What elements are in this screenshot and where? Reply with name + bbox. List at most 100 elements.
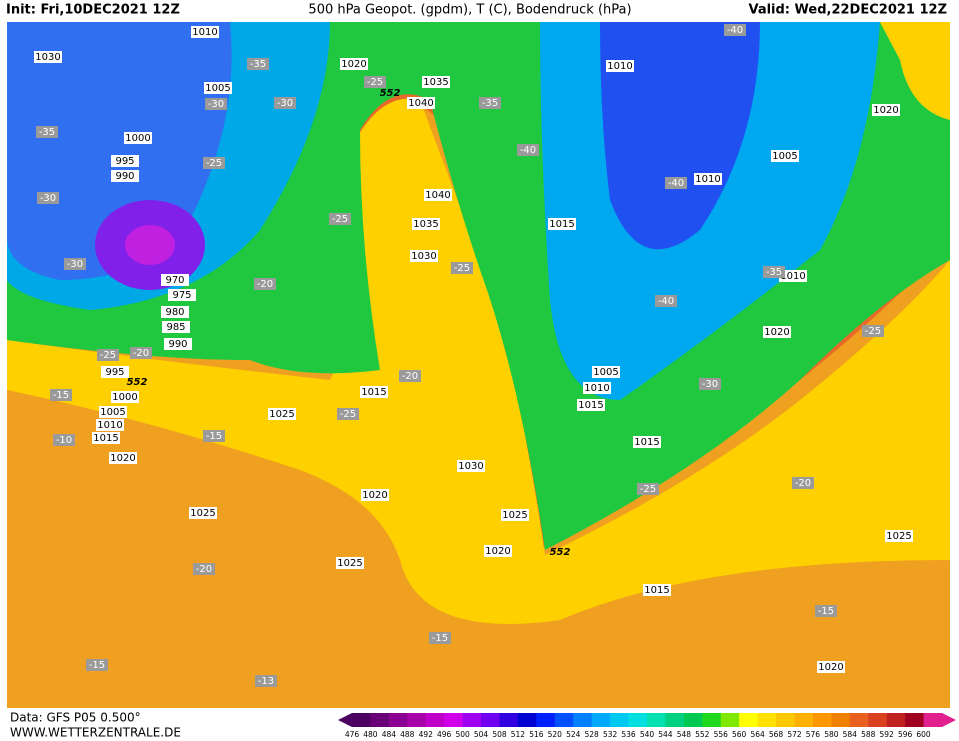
temperature-label-box bbox=[517, 144, 539, 156]
colorbar-swatch bbox=[628, 713, 648, 727]
colorbar-label: 576 bbox=[806, 730, 821, 739]
isobar-label-box bbox=[161, 306, 189, 318]
temperature-label-box bbox=[763, 266, 785, 278]
colorbar-swatch bbox=[868, 713, 888, 727]
isobar-label: 1015 bbox=[549, 219, 574, 230]
temperature-label-box bbox=[193, 563, 215, 575]
temperature-label: -25 bbox=[640, 484, 656, 495]
colorbar-label: 544 bbox=[658, 730, 673, 739]
isobar-label-box bbox=[606, 60, 634, 72]
temperature-label: -25 bbox=[340, 409, 356, 420]
colorbar-label: 508 bbox=[492, 730, 507, 739]
isobar-label: 1015 bbox=[644, 585, 669, 596]
isobar-label: 1025 bbox=[337, 558, 362, 569]
temperature-label-box bbox=[97, 349, 119, 361]
temperature-label: -15 bbox=[53, 390, 69, 401]
isobar-label-box bbox=[771, 150, 799, 162]
isobar-label-box bbox=[111, 391, 139, 403]
colorbar-swatch bbox=[407, 713, 427, 727]
colorbar-swatch bbox=[757, 713, 777, 727]
temperature-label: -25 bbox=[367, 77, 383, 88]
isobar-label-box bbox=[592, 366, 620, 378]
temperature-label-box bbox=[36, 126, 58, 138]
isobar-label-box bbox=[361, 489, 389, 501]
isobar-label: 1000 bbox=[125, 133, 150, 144]
isobar-label: 985 bbox=[166, 322, 185, 333]
isobar-label: 1010 bbox=[192, 27, 217, 38]
colorbar-swatch bbox=[665, 713, 685, 727]
isobar-label: 1020 bbox=[873, 105, 898, 116]
isobar-label: 1015 bbox=[634, 437, 659, 448]
temperature-label-box bbox=[205, 98, 227, 110]
temperature-label: -15 bbox=[818, 606, 834, 617]
temperature-label-box bbox=[37, 192, 59, 204]
colorbar-swatch bbox=[610, 713, 630, 727]
colorbar-swatch bbox=[905, 713, 925, 727]
isobar-label: 1020 bbox=[818, 662, 843, 673]
isobar-label-box bbox=[109, 452, 137, 464]
colorbar-label: 568 bbox=[769, 730, 784, 739]
isobar-label: 1010 bbox=[695, 174, 720, 185]
isobar-label: 1040 bbox=[425, 190, 450, 201]
colorbar-swatch bbox=[425, 713, 445, 727]
colorbar-swatch bbox=[554, 713, 574, 727]
isobar-label-box bbox=[191, 26, 219, 38]
isobar-label-box bbox=[189, 507, 217, 519]
temperature-label-box bbox=[53, 434, 75, 446]
isobar-label: 1005 bbox=[772, 151, 797, 162]
isobar-label-box bbox=[779, 270, 807, 282]
colorbar-swatch bbox=[794, 713, 814, 727]
colorbar-label: 536 bbox=[621, 730, 636, 739]
height-label: 552 bbox=[550, 547, 571, 558]
isobar-label: 1025 bbox=[886, 531, 911, 542]
temperature-label-box bbox=[637, 483, 659, 495]
temperature-label-box bbox=[399, 370, 421, 382]
isobar-label-box bbox=[162, 321, 190, 333]
colorbar: 476 480 484 488 492 496 500 504 508 512 516 520 524 5… bbox=[338, 713, 956, 739]
temperature-label-box bbox=[337, 408, 359, 420]
isobar-label-box bbox=[548, 218, 576, 230]
isobar-label: 990 bbox=[115, 171, 134, 182]
temperature-label: -40 bbox=[727, 25, 743, 36]
isobar-label-box bbox=[577, 399, 605, 411]
isobar-label: 1035 bbox=[423, 77, 448, 88]
temperature-label: -25 bbox=[454, 263, 470, 274]
colorbar-label: 588 bbox=[861, 730, 876, 739]
colorbar-label: 564 bbox=[750, 730, 765, 739]
colorbar-label: 476 bbox=[345, 730, 360, 739]
colorbar-label: 524 bbox=[566, 730, 581, 739]
colorbar-swatch bbox=[517, 713, 537, 727]
temperature-label-box bbox=[255, 675, 277, 687]
colorbar-swatch bbox=[388, 713, 408, 727]
temperature-label: -10 bbox=[56, 435, 72, 446]
colorbar-label: 512 bbox=[511, 730, 526, 739]
isobar-label-box bbox=[161, 274, 189, 286]
temperature-label: -35 bbox=[482, 98, 498, 109]
isobar-label: 980 bbox=[165, 307, 184, 318]
temperature-label: -15 bbox=[432, 633, 448, 644]
isobar-label: 1030 bbox=[411, 251, 436, 262]
isobar-label: 1040 bbox=[408, 98, 433, 109]
isobar-label: 1020 bbox=[362, 490, 387, 501]
colorbar-swatch bbox=[444, 713, 464, 727]
temperature-label: -25 bbox=[865, 326, 881, 337]
height-label: 552 bbox=[380, 88, 401, 99]
isobar-label-box bbox=[168, 289, 196, 301]
isobar-label-box bbox=[111, 155, 139, 167]
temperature-label: -30 bbox=[208, 99, 224, 110]
colorbar-swatch bbox=[831, 713, 851, 727]
isobar-label-box bbox=[340, 58, 368, 70]
isobar-label: 970 bbox=[165, 275, 184, 286]
temperature-label-box bbox=[792, 477, 814, 489]
isobar-label: 1020 bbox=[110, 453, 135, 464]
colorbar-label: 540 bbox=[640, 730, 655, 739]
colorbar-label: 596 bbox=[898, 730, 913, 739]
colorbar-swatch bbox=[573, 713, 593, 727]
colorbar-arrow-right bbox=[942, 713, 956, 727]
temperature-label: -35 bbox=[39, 127, 55, 138]
site-name: WWW.WETTERZENTRALE.DE bbox=[10, 726, 181, 740]
temperature-label: -25 bbox=[100, 350, 116, 361]
temperature-label-box bbox=[203, 157, 225, 169]
isobar-label: 975 bbox=[172, 290, 191, 301]
